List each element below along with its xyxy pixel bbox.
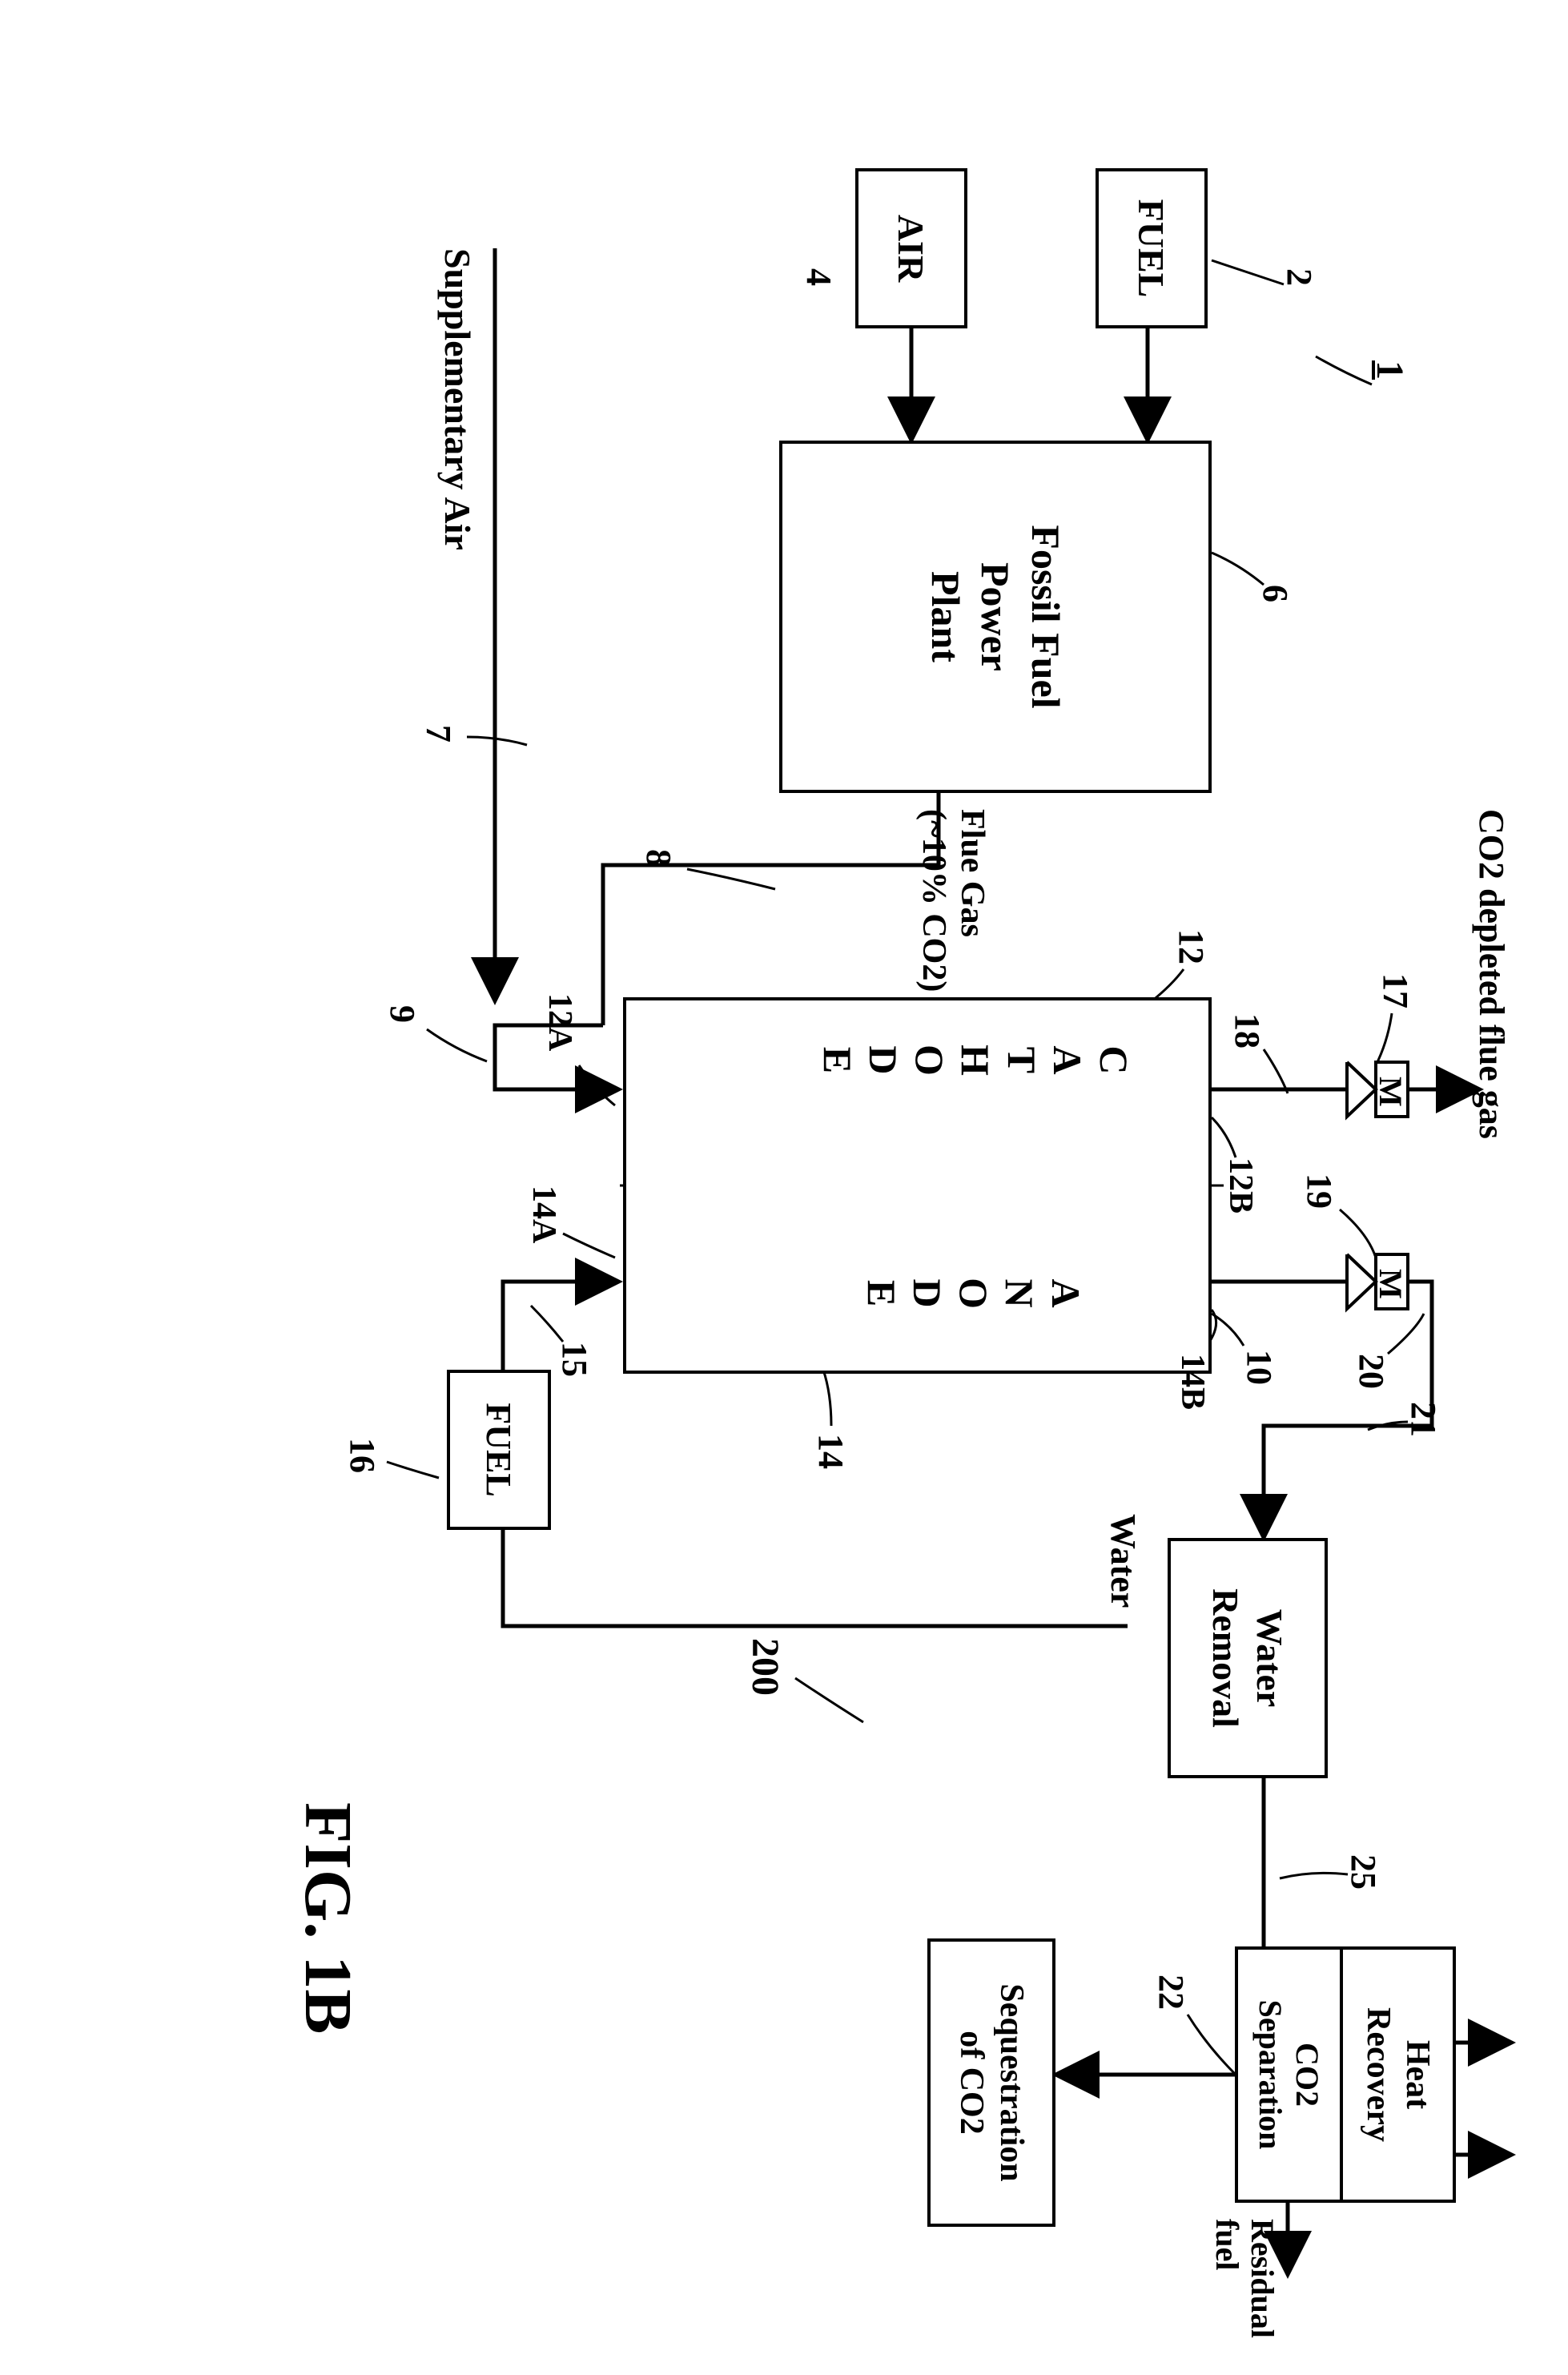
water-removal-block: Water Removal [1168,1538,1328,1778]
supplementary-air-label: Supplementary Air [436,248,479,550]
figure-caption: FIG. 1B [289,1802,367,2034]
ref-12B: 12B [1221,1157,1260,1214]
heat-recovery-label: Heat Recovery [1359,2007,1437,2142]
sequestration-block: Sequestration of CO2 [927,1938,1055,2227]
ref-22: 22 [1151,1974,1192,2010]
ref-20: 20 [1351,1354,1392,1389]
co2-depleted-label: CO2 depleted flue gas [1471,809,1512,1139]
co2-separation-label: CO2 Separation [1252,2000,1326,2150]
air-input-label: AIR [891,215,933,282]
water-label: Water [1103,1514,1144,1608]
ref-9: 9 [382,1005,423,1023]
ref-12A: 12A [541,993,579,1051]
ref-7: 7 [418,725,459,743]
ref-8: 8 [638,849,679,867]
anode-label: ANODE [858,1278,1089,1310]
ref-2: 2 [1279,268,1320,286]
ref-15: 15 [554,1342,595,1377]
ref-200: 200 [743,1638,787,1696]
ref-16: 16 [342,1438,383,1473]
fuel-cell-block: CATHODE ANODE [623,997,1212,1374]
valve-cathode-glyph: M [1372,1077,1409,1107]
ref-21: 21 [1403,1402,1444,1437]
ref-4: 4 [798,268,839,286]
power-plant-block: Fossil Fuel Power Plant [779,441,1212,793]
heat-recovery-block: Heat Recovery [1340,1946,1456,2203]
valve-anode-glyph: M [1372,1269,1409,1299]
ref-25: 25 [1343,1854,1384,1890]
fuel-input-block: FUEL [1096,168,1208,328]
ref-14A: 14A [525,1185,563,1243]
air-input-block: AIR [855,168,967,328]
anode-fuel-block: FUEL [447,1370,551,1530]
ref-14: 14 [810,1434,851,1469]
ref-1: 1 [1368,360,1412,380]
ref-14B: 14B [1173,1354,1212,1410]
ref-10: 10 [1239,1350,1280,1385]
ref-17: 17 [1375,973,1416,1008]
ref-12: 12 [1171,929,1212,964]
sequestration-label: Sequestration of CO2 [951,1983,1032,2181]
flue-gas-label: Flue Gas (~10% CO2) [914,809,991,992]
residual-fuel-label: Residual fuel [1209,2219,1280,2338]
fuel-input-label: FUEL [1131,199,1173,298]
cathode-label: CATHODE [814,1045,1137,1077]
water-removal-label: Water Removal [1204,1588,1292,1728]
ref-6: 6 [1255,585,1296,602]
ref-19: 19 [1299,1173,1340,1209]
anode-fuel-label: FUEL [479,1403,520,1496]
ref-18: 18 [1227,1013,1268,1049]
co2-separation-block: CO2 Separation [1235,1946,1343,2203]
power-plant-label: Fossil Fuel Power Plant [920,525,1071,708]
